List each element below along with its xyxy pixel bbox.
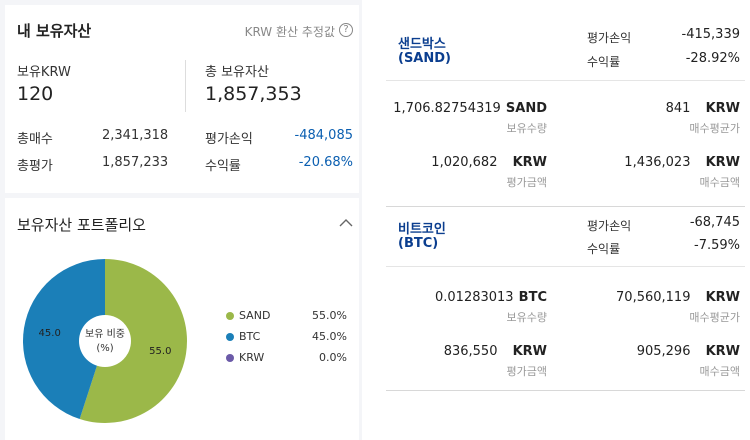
- legend-pct-sand: 55.0%: [312, 309, 347, 322]
- help-icon[interactable]: ?: [339, 23, 353, 37]
- coin-rate-value: -28.92%: [685, 51, 740, 66]
- coin-name-sand: 샌드박스: [398, 37, 446, 52]
- coin-ticker-btc: (BTC): [398, 236, 439, 251]
- coin-buy-number: 905,296: [636, 344, 691, 359]
- donut-center: [79, 315, 131, 367]
- coin-qty-number: 0.01283013: [435, 290, 514, 305]
- krw-estimate-note: KRW 환산 추정값: [244, 25, 335, 39]
- legend-label-sand: SAND: [239, 309, 271, 322]
- total-buy-label: 총매수: [17, 132, 53, 147]
- donut-center-unit: (%): [96, 343, 113, 354]
- coin-rate-label: 수익률: [587, 242, 621, 256]
- donut-center-label: 보유 비중: [85, 328, 125, 340]
- total-assets-label: 총 보유자산: [205, 65, 269, 80]
- profit-loss-value: -484,085: [294, 128, 353, 143]
- pie-label-sand: 55.0: [149, 346, 171, 357]
- return-rate-value: -20.68%: [298, 155, 353, 170]
- coin-eval-label: 평가금액: [506, 176, 547, 189]
- coin-buy-number: 1,436,023: [624, 155, 691, 170]
- portfolio-title: 보유자산 포트폴리오: [17, 216, 146, 234]
- coin-rate-label: 수익률: [587, 55, 621, 69]
- coin-card-sand[interactable]: 샌드박스 (SAND) 평가손익 -415,339 수익률 -28.92% 1,…: [362, 0, 750, 205]
- coin-buy-unit: KRW: [705, 344, 740, 359]
- coin-qty-unit: SAND: [505, 101, 547, 116]
- chevron-up-icon[interactable]: [339, 218, 353, 228]
- coin-header-divider: [386, 266, 745, 267]
- holdings-list: 샌드박스 (SAND) 평가손익 -415,339 수익률 -28.92% 1,…: [362, 0, 750, 440]
- summary-title: 내 보유자산: [17, 22, 92, 40]
- coin-buy-amount: 1,436,023 KRW: [624, 151, 740, 170]
- legend-label-krw: KRW: [239, 351, 265, 364]
- summary-divider: [185, 60, 186, 112]
- coin-avg-label: 매수평균가: [689, 122, 740, 135]
- coin-eval-amount: 836,550 KRW: [444, 340, 547, 359]
- legend-pct-btc: 45.0%: [312, 330, 347, 343]
- coin-qty: 1,706.82754319 SAND: [393, 97, 547, 116]
- coin-name-btc: 비트코인: [398, 222, 446, 237]
- coin-separator: [386, 206, 745, 207]
- krw-holding-value: 120: [17, 83, 54, 105]
- legend-pct-krw: 0.0%: [319, 351, 347, 364]
- coin-avg-price: 70,560,119 KRW: [616, 286, 740, 305]
- coin-buy-label: 매수금액: [699, 365, 740, 378]
- portfolio-legend: SAND 55.0% BTC 45.0% KRW 0.0%: [223, 308, 347, 368]
- coin-header-divider: [386, 80, 745, 81]
- total-buy-value: 2,341,318: [102, 128, 169, 143]
- profit-loss-label: 평가손익: [205, 132, 253, 147]
- legend-swatch-sand: [226, 312, 234, 320]
- coin-pl-label: 평가손익: [587, 219, 632, 233]
- coin-avg-unit: KRW: [705, 290, 740, 305]
- legend-swatch-krw: [226, 354, 234, 362]
- coin-pl-value: -415,339: [681, 27, 740, 42]
- total-assets-value: 1,857,353: [205, 83, 302, 105]
- total-eval-value: 1,857,233: [102, 155, 169, 170]
- coin-pl-label: 평가손익: [587, 31, 632, 45]
- coin-eval-unit: KRW: [512, 155, 547, 170]
- coin-avg-number: 70,560,119: [616, 290, 691, 305]
- portfolio-card: 보유자산 포트폴리오 보유 비중 (%) 55.0 45.0 SAND 55.0%…: [5, 198, 359, 440]
- krw-holding-label: 보유KRW: [17, 65, 71, 80]
- pie-slice-sand[interactable]: [79, 259, 188, 423]
- coin-qty-number: 1,706.82754319: [393, 101, 501, 116]
- coin-avg-unit: KRW: [705, 101, 740, 116]
- legend-swatch-btc: [226, 333, 234, 341]
- asset-summary-card: 내 보유자산 KRW 환산 추정값 ? 보유KRW 120 총 보유자산 1,8…: [5, 5, 359, 193]
- coin-avg-price: 841 KRW: [666, 97, 740, 116]
- coin-eval-label: 평가금액: [506, 365, 547, 378]
- coin-pl-value: -68,745: [689, 215, 740, 230]
- coin-ticker-sand: (SAND): [398, 51, 451, 66]
- portfolio-donut-chart: 보유 비중 (%) 55.0 45.0: [23, 259, 188, 423]
- coin-buy-label: 매수금액: [699, 176, 740, 189]
- total-eval-label: 총평가: [17, 159, 53, 174]
- coin-buy-amount: 905,296 KRW: [637, 340, 740, 359]
- legend-label-btc: BTC: [239, 330, 261, 343]
- coin-qty-label: 보유수량: [506, 122, 547, 135]
- pie-slice-btc[interactable]: [23, 259, 106, 419]
- coin-eval-amount: 1,020,682 KRW: [431, 151, 547, 170]
- coin-qty-unit: BTC: [518, 290, 547, 305]
- coin-eval-number: 836,550: [443, 344, 498, 359]
- coin-buy-unit: KRW: [705, 155, 740, 170]
- coin-rate-value: -7.59%: [694, 238, 740, 253]
- coin-avg-label: 매수평균가: [689, 311, 740, 324]
- coin-qty-label: 보유수량: [506, 311, 547, 324]
- coin-eval-number: 1,020,682: [431, 155, 498, 170]
- pie-label-btc: 45.0: [39, 328, 61, 339]
- left-panel: 내 보유자산 KRW 환산 추정값 ? 보유KRW 120 총 보유자산 1,8…: [0, 0, 362, 440]
- coin-card-btc[interactable]: 비트코인 (BTC) 평가손익 -68,745 수익률 -7.59% 0.012…: [362, 207, 750, 407]
- list-bottom-divider: [386, 390, 745, 391]
- coin-qty: 0.01283013 BTC: [435, 286, 547, 305]
- coin-eval-unit: KRW: [512, 344, 547, 359]
- coin-avg-number: 841: [665, 101, 691, 116]
- return-rate-label: 수익률: [205, 159, 241, 174]
